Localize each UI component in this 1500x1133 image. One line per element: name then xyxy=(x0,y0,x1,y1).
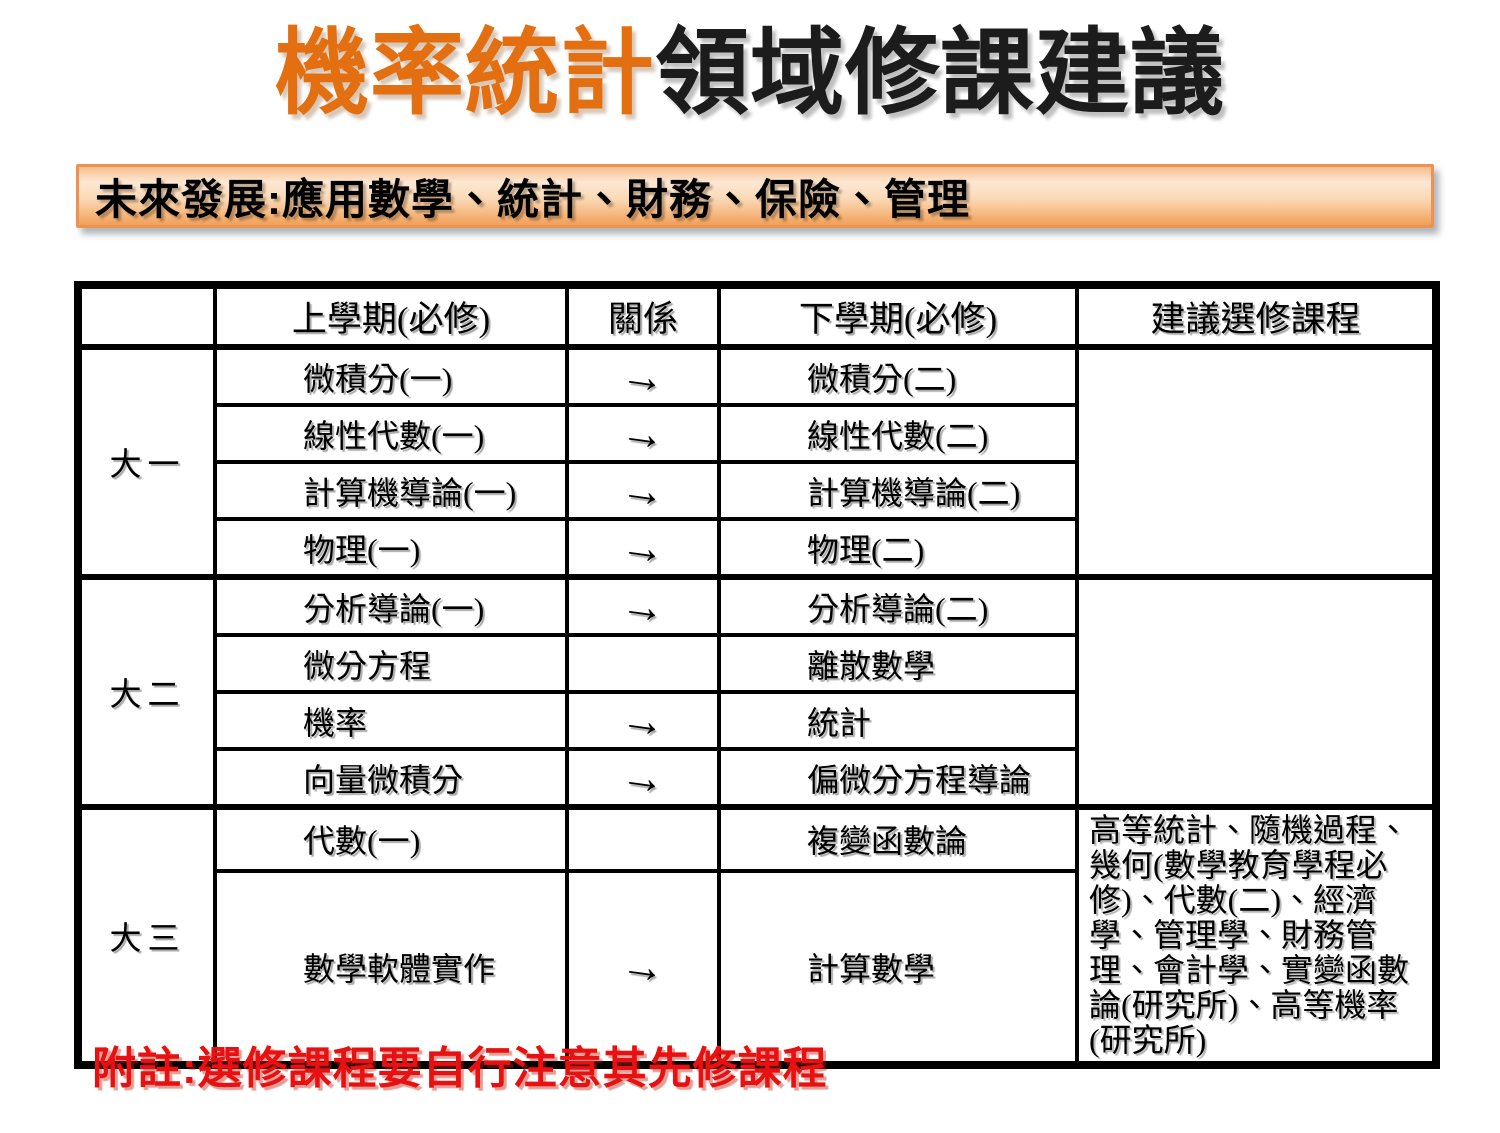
first-semester-course: 分析導論(一) xyxy=(213,574,569,637)
header-electives: 建議選修課程 xyxy=(1075,283,1438,350)
course-row: 計算機導論(一) → 計算機導論(二) xyxy=(78,460,1436,521)
right-arrow-icon: → xyxy=(617,406,669,461)
relation-cell: → xyxy=(565,574,721,637)
page-title: 機率統計領域修課建議 xyxy=(0,14,1500,132)
second-semester-course: 物理(二) xyxy=(717,517,1079,579)
course-table: 上學期(必修) 關係 下學期(必修) 建議選修課程 大一 微積分(一) → 微積分(二… xyxy=(74,281,1440,1069)
second-semester-course: 微積分(二) xyxy=(717,344,1079,407)
right-arrow-icon: → xyxy=(617,579,669,634)
course-row: 機率 → 統計 xyxy=(78,690,1436,751)
right-arrow-icon: → xyxy=(617,463,669,518)
relation-cell: → xyxy=(565,747,721,809)
second-semester-course: 偏微分方程導論 xyxy=(717,747,1079,809)
second-semester-course: 線性代數(二) xyxy=(717,403,1079,464)
second-semester-course: 計算機導論(二) xyxy=(717,460,1079,521)
first-semester-course: 機率 xyxy=(213,690,569,751)
relation-cell xyxy=(565,633,721,694)
header-second-semester: 下學期(必修) xyxy=(717,283,1079,350)
year-cell: 大二 xyxy=(76,574,217,809)
right-arrow-icon: → xyxy=(617,750,669,805)
first-semester-course: 代數(一) xyxy=(213,804,569,873)
course-row: 微分方程 離散數學 xyxy=(78,633,1436,694)
right-arrow-icon: → xyxy=(617,693,669,748)
second-semester-course: 計算數學 xyxy=(717,868,1079,1068)
title-highlight-text: 機率統計 xyxy=(274,20,655,125)
relation-cell: → xyxy=(565,690,721,751)
banner-text: 未來發展:應用數學、統計、財務、保險、管理 xyxy=(95,175,970,223)
relation-cell: → xyxy=(565,460,721,521)
year-cell: 大三 xyxy=(76,804,217,1067)
course-table-body: 大一 微積分(一) → 微積分(二) 線性代數(一) → 線性代數(二) 計算機導論(一) → 計… xyxy=(76,344,1438,1068)
title-rest-text: 領域修課建議 xyxy=(655,20,1226,125)
electives-cell xyxy=(1075,574,1438,809)
first-semester-course: 微分方程 xyxy=(213,633,569,694)
relation-cell: → xyxy=(565,517,721,579)
course-row: 向量微積分 → 偏微分方程導論 xyxy=(78,747,1436,809)
course-row: 大三 代數(一) 複變函數論 高等統計、隨機過程、幾何(數學教育學程必修)、代數(二)… xyxy=(76,804,1438,1067)
course-row: 大二 分析導論(一) → 分析導論(二) xyxy=(76,574,1438,809)
course-row: 數學軟體實作 → 計算數學 xyxy=(78,868,1436,1068)
relation-cell: → xyxy=(565,344,721,407)
first-semester-course: 數學軟體實作 xyxy=(213,868,569,1068)
header-first-semester: 上學期(必修) xyxy=(213,283,569,350)
right-arrow-icon: → xyxy=(617,520,669,575)
future-development-banner: 未來發展:應用數學、統計、財務、保險、管理 xyxy=(76,164,1434,228)
second-semester-course: 離散數學 xyxy=(717,633,1079,694)
first-semester-course: 計算機導論(一) xyxy=(213,460,569,521)
second-semester-course: 複變函數論 xyxy=(717,804,1079,873)
second-semester-course: 統計 xyxy=(717,690,1079,751)
right-arrow-icon: → xyxy=(617,939,669,995)
relation-cell: → xyxy=(565,403,721,464)
first-semester-course: 線性代數(一) xyxy=(213,403,569,464)
header-relation: 關係 xyxy=(565,283,721,350)
course-row: 線性代數(一) → 線性代數(二) xyxy=(78,403,1436,464)
right-arrow-icon: → xyxy=(617,349,669,404)
first-semester-course: 微積分(一) xyxy=(213,344,569,407)
header-year-cell xyxy=(76,283,217,350)
electives-cell: 高等統計、隨機過程、幾何(數學教育學程必修)、代數(二)、經濟學、管理學、財務管… xyxy=(1075,804,1438,1067)
electives-cell xyxy=(1075,344,1438,579)
course-row: 物理(一) → 物理(二) xyxy=(78,517,1436,579)
second-semester-course: 分析導論(二) xyxy=(717,574,1079,637)
footnote-text: 附註:選修課程要自行注意其先修課程 xyxy=(92,1044,828,1093)
relation-cell xyxy=(565,804,721,873)
relation-cell: → xyxy=(565,868,721,1068)
table-header-row: 上學期(必修) 關係 下學期(必修) 建議選修課程 xyxy=(76,283,1438,350)
first-semester-course: 向量微積分 xyxy=(213,747,569,809)
footnote: 附註:選修課程要自行注意其先修課程 xyxy=(92,1032,828,1096)
year-cell: 大一 xyxy=(76,344,217,579)
first-semester-course: 物理(一) xyxy=(213,517,569,579)
course-row: 大一 微積分(一) → 微積分(二) xyxy=(76,344,1438,579)
